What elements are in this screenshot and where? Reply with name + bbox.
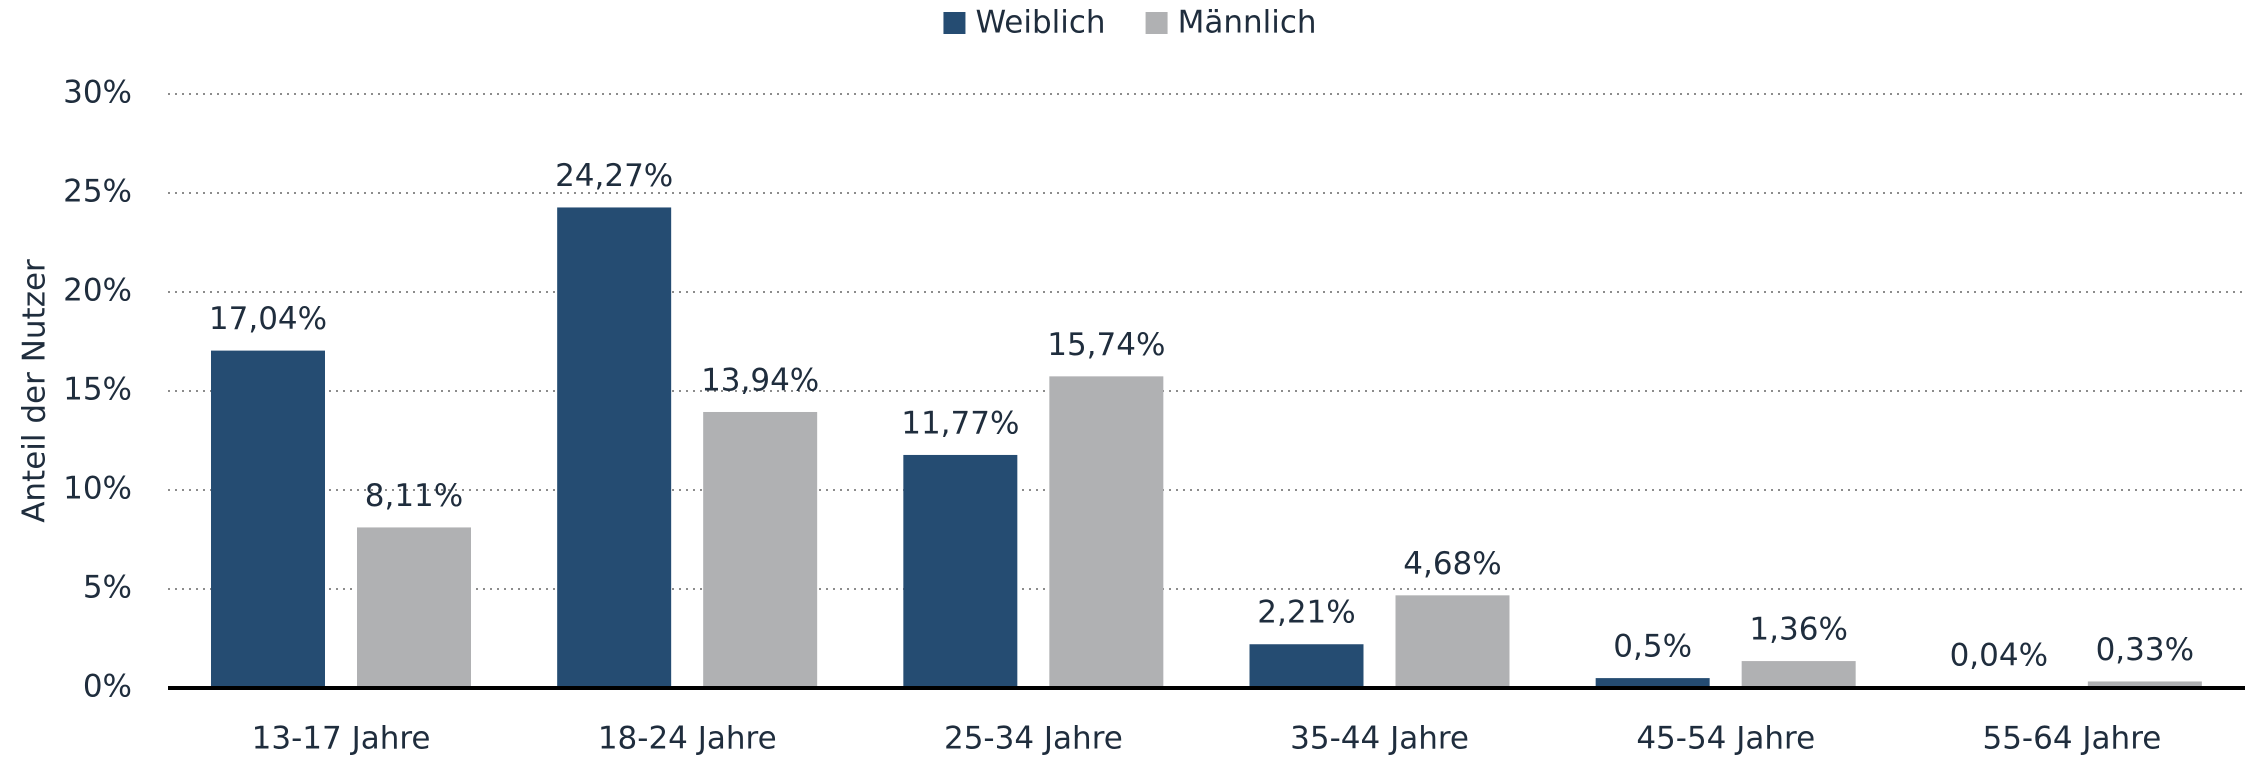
legend-swatch bbox=[943, 12, 966, 34]
bar bbox=[357, 527, 471, 688]
y-tick-label: 0% bbox=[83, 669, 132, 705]
x-tick-label: 45-54 Jahre bbox=[1636, 721, 1815, 757]
data-label: 2,21% bbox=[1257, 595, 1355, 631]
y-tick-label: 20% bbox=[63, 273, 132, 309]
legend-label: Weiblich bbox=[975, 5, 1105, 41]
bar bbox=[903, 454, 1018, 688]
legend-swatch bbox=[1145, 12, 1168, 34]
bar bbox=[557, 207, 672, 689]
x-tick-label: 13-17 Jahre bbox=[252, 721, 431, 757]
legend-label: Männlich bbox=[1178, 5, 1317, 41]
x-tick-label: 35-44 Jahre bbox=[1290, 721, 1469, 757]
x-tick-label: 18-24 Jahre bbox=[598, 721, 777, 757]
data-label: 13,94% bbox=[701, 362, 819, 398]
bar bbox=[1249, 644, 1364, 688]
x-tick-label: 25-34 Jahre bbox=[944, 721, 1123, 757]
data-label: 4,68% bbox=[1403, 546, 1501, 582]
bar bbox=[1741, 661, 1856, 688]
bar bbox=[2087, 681, 2202, 688]
data-label: 11,77% bbox=[901, 405, 1019, 441]
data-label: 24,27% bbox=[555, 158, 673, 194]
data-label: 0,04% bbox=[1950, 638, 2048, 674]
data-label: 15,74% bbox=[1047, 327, 1165, 363]
data-label: 8,11% bbox=[365, 478, 463, 514]
y-tick-label: 15% bbox=[63, 372, 132, 408]
x-tick-label: 55-64 Jahre bbox=[1982, 721, 2161, 757]
data-label: 17,04% bbox=[209, 301, 327, 337]
bar bbox=[703, 411, 818, 688]
y-tick-label: 10% bbox=[63, 471, 132, 507]
data-label: 0,33% bbox=[2096, 632, 2194, 668]
data-label: 1,36% bbox=[1749, 612, 1847, 648]
bar bbox=[211, 350, 325, 688]
data-label: 0,5% bbox=[1613, 629, 1692, 665]
bar bbox=[1049, 376, 1164, 688]
y-tick-label: 25% bbox=[63, 174, 132, 210]
y-tick-label: 30% bbox=[63, 75, 132, 111]
bar bbox=[1595, 678, 1710, 688]
bar bbox=[1395, 595, 1510, 688]
y-tick-label: 5% bbox=[83, 570, 132, 606]
y-axis-label: Anteil der Nutzer bbox=[17, 259, 53, 523]
